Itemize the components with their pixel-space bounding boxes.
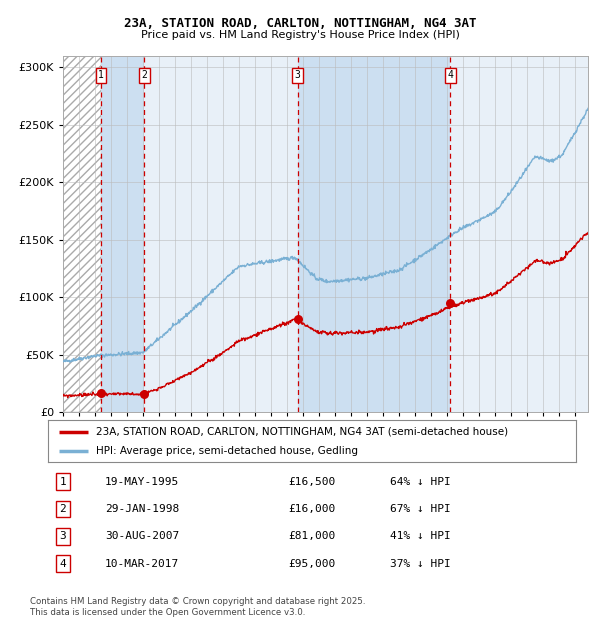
Bar — [63, 56, 101, 412]
Text: £95,000: £95,000 — [288, 559, 335, 569]
Text: 67% ↓ HPI: 67% ↓ HPI — [390, 504, 451, 514]
Text: 10-MAR-2017: 10-MAR-2017 — [105, 559, 179, 569]
Text: 3: 3 — [295, 71, 301, 81]
Text: £16,000: £16,000 — [288, 504, 335, 514]
Text: 23A, STATION ROAD, CARLTON, NOTTINGHAM, NG4 3AT (semi-detached house): 23A, STATION ROAD, CARLTON, NOTTINGHAM, … — [95, 427, 508, 436]
Text: 37% ↓ HPI: 37% ↓ HPI — [390, 559, 451, 569]
Text: 30-AUG-2007: 30-AUG-2007 — [105, 531, 179, 541]
Text: 64% ↓ HPI: 64% ↓ HPI — [390, 477, 451, 487]
Text: 1: 1 — [59, 477, 67, 487]
Text: HPI: Average price, semi-detached house, Gedling: HPI: Average price, semi-detached house,… — [95, 446, 358, 456]
Text: 3: 3 — [59, 531, 67, 541]
Bar — [101, 56, 145, 412]
Text: 1: 1 — [98, 71, 104, 81]
Text: 4: 4 — [447, 71, 453, 81]
Text: £16,500: £16,500 — [288, 477, 335, 487]
Text: 41% ↓ HPI: 41% ↓ HPI — [390, 531, 451, 541]
Text: Contains HM Land Registry data © Crown copyright and database right 2025.
This d: Contains HM Land Registry data © Crown c… — [30, 598, 365, 617]
Text: 23A, STATION ROAD, CARLTON, NOTTINGHAM, NG4 3AT: 23A, STATION ROAD, CARLTON, NOTTINGHAM, … — [124, 17, 476, 30]
Text: 29-JAN-1998: 29-JAN-1998 — [105, 504, 179, 514]
Text: 2: 2 — [59, 504, 67, 514]
Text: 19-MAY-1995: 19-MAY-1995 — [105, 477, 179, 487]
Text: Price paid vs. HM Land Registry's House Price Index (HPI): Price paid vs. HM Land Registry's House … — [140, 30, 460, 40]
Text: 4: 4 — [59, 559, 67, 569]
Bar — [298, 56, 450, 412]
Text: £81,000: £81,000 — [288, 531, 335, 541]
Text: 2: 2 — [142, 71, 147, 81]
